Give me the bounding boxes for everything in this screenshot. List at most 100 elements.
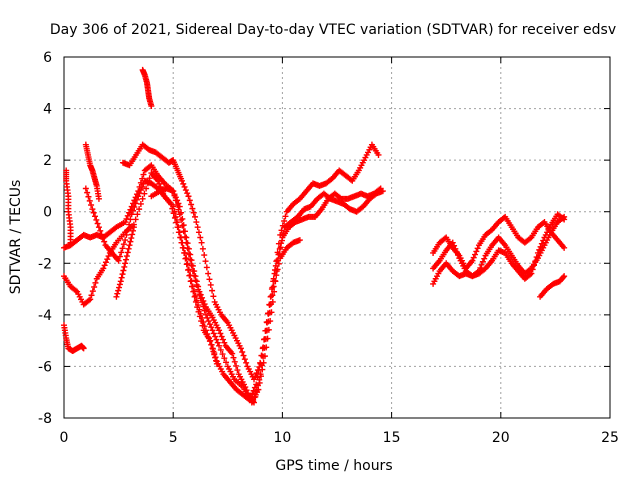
data-point [179,244,186,251]
x-tick-label: 10 [273,430,291,446]
data-point [529,266,536,273]
data-point [260,359,267,366]
data-point [208,324,215,331]
plot-frame [63,56,611,419]
data-point [180,180,187,187]
data-point [89,288,96,295]
data-point [561,244,568,251]
y-tick-label: 4 [43,102,52,118]
data-point [105,253,112,260]
data-point [189,262,196,269]
data-point [217,330,224,337]
tick-layer: 0 5 10 15 20 25 -8 -6 -4 -2 0 2 4 6 [38,50,619,446]
data-point [87,296,94,303]
data-point [181,183,188,190]
data-point [130,227,137,234]
data-point [178,239,185,246]
data-point [184,240,191,247]
series-track-m [430,211,568,282]
data-point [101,262,108,269]
series-track-f [63,167,74,246]
data-point [212,354,219,361]
data-point [239,348,246,355]
data-point [540,237,547,244]
data-point [218,333,225,340]
data-point [209,287,216,294]
data-point [93,216,100,223]
x-tick-label: 20 [492,430,510,446]
data-point [454,252,461,259]
data-point [188,283,195,290]
data-point [268,293,275,300]
data-point [241,356,248,363]
data-point [536,246,543,253]
data-point [89,206,96,213]
data-point [170,188,177,195]
data-point [194,224,201,231]
data-point [168,200,175,207]
data-point [481,255,488,262]
y-tick-label: -2 [38,256,52,272]
data-point [118,274,125,281]
data-point [140,171,147,178]
data-point [528,270,535,277]
data-point [272,278,279,285]
data-point [116,253,123,260]
data-point [233,362,240,369]
data-point [82,185,89,192]
data-point [207,281,214,288]
data-point [178,209,185,216]
y-tick-label: -6 [38,359,52,375]
data-point [136,190,143,197]
data-point [213,336,220,343]
data-point [244,390,251,397]
data-point [174,224,181,231]
data-point [128,235,135,242]
data-point [201,252,208,259]
data-point [264,319,271,326]
data-point [237,345,244,352]
data-point [67,239,74,246]
data-point [243,359,250,366]
data-point [210,330,217,337]
data-point [479,258,486,265]
data-point [246,393,253,400]
data-point [196,288,203,295]
data-point [126,242,133,249]
data-point [206,321,213,328]
data-point [473,248,480,255]
data-point [219,336,226,343]
data-point [172,194,179,201]
data-point [195,283,202,290]
x-axis-label: GPS time / hours [275,458,392,474]
data-point [207,337,214,344]
data-point [234,367,241,374]
data-point [171,191,178,198]
data-point [561,216,568,223]
data-point [116,281,123,288]
data-point [127,216,134,223]
data-point [538,240,545,247]
data-point [124,212,131,219]
data-point [217,346,224,353]
data-point [379,188,386,195]
data-point [221,339,228,346]
data-point [253,381,260,388]
data-point [534,249,541,256]
data-point [95,195,102,202]
data-point [266,302,273,309]
data-point [80,345,87,352]
data-point [209,345,216,352]
data-point [212,333,219,340]
data-point [186,272,193,279]
data-point [189,205,196,212]
data-point [271,288,278,295]
data-point [198,318,205,325]
data-point [265,310,272,317]
data-point [195,308,202,315]
data-point [470,254,477,261]
data-point [121,263,128,270]
data-point [275,257,282,264]
data-point [119,271,126,278]
